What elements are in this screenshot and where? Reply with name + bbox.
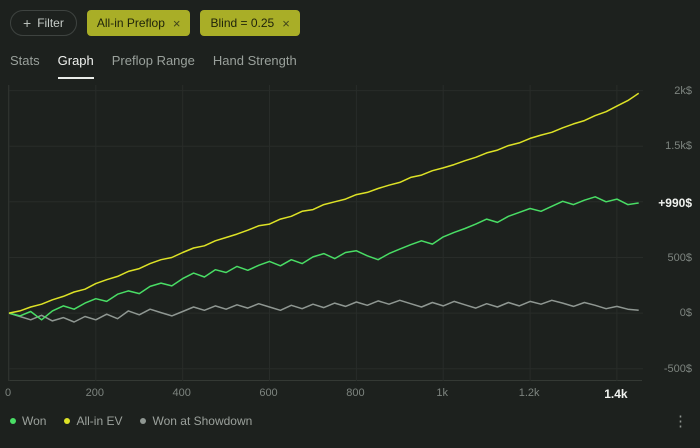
filter-bar: + Filter All-in Preflop × Blind = 0.25 × [10,10,300,36]
x-axis-label: 0 [4,387,12,399]
filter-button-label: Filter [37,16,64,30]
legend-label: All-in EV [76,414,123,428]
y-axis-label: 500$ [667,251,692,264]
tab-stats[interactable]: Stats [10,53,40,68]
ellipsis-menu-icon[interactable]: ⋮ [673,413,688,430]
tab-preflop-range[interactable]: Preflop Range [111,53,195,68]
x-axis-label: 600 [259,387,278,399]
y-axis-label: +990$ [658,196,692,210]
won-series-dot-icon [10,418,16,424]
tab-graph[interactable]: Graph [57,53,94,79]
legend-label: Won at Showdown [152,414,253,428]
y-axis-label: -500$ [663,362,692,375]
tab-hand-strength[interactable]: Hand Strength [212,53,297,68]
filter-tag-label: All-in Preflop [96,16,165,30]
x-axis-label: 400 [172,387,191,399]
allin-ev-series-dot-icon [64,418,71,424]
filter-tag-allin-preflop[interactable]: All-in Preflop × [86,10,191,36]
x-axis-label: 1.2k [518,387,540,399]
y-axis-label: 1.5k$ [665,140,692,153]
filter-tag-label: Blind = 0.25 [210,16,275,30]
series-won-at-showdown [8,299,639,323]
legend-item-allin-ev[interactable]: All-in EV [64,414,122,428]
x-axis-label: 800 [346,387,365,399]
tab-bar: Stats Graph Preflop Range Hand Strength [10,53,297,79]
y-axis-label: 0$ [679,307,692,320]
x-axis-label: 1.4k [604,387,628,401]
series-all-in-ev [8,92,640,314]
y-axis: 2k$ 1.5k$ +990$ 500$ 0$ -500$ [644,85,696,381]
winnings-graph [8,85,643,381]
won-at-showdown-series-dot-icon [140,418,147,424]
chart-legend: Won All-in EV Won at Showdown [10,414,252,428]
filter-tag-blind[interactable]: Blind = 0.25 × [200,10,300,36]
legend-item-won[interactable]: Won [10,414,46,428]
legend-label: Won [22,414,47,428]
x-axis-label: 1k [436,387,448,399]
chart-plot-area [8,85,643,381]
y-axis-label: 2k$ [674,84,692,97]
plus-icon: + [23,15,32,31]
close-icon[interactable]: × [172,15,181,31]
close-icon[interactable]: × [282,15,290,31]
x-axis: 0 200 400 600 800 1k 1.2k 1.4k [4,387,642,401]
legend-item-won-at-showdown[interactable]: Won at Showdown [140,414,252,428]
series-won [8,196,639,321]
x-axis-label: 200 [85,387,104,399]
filter-button[interactable]: + Filter [10,10,77,36]
